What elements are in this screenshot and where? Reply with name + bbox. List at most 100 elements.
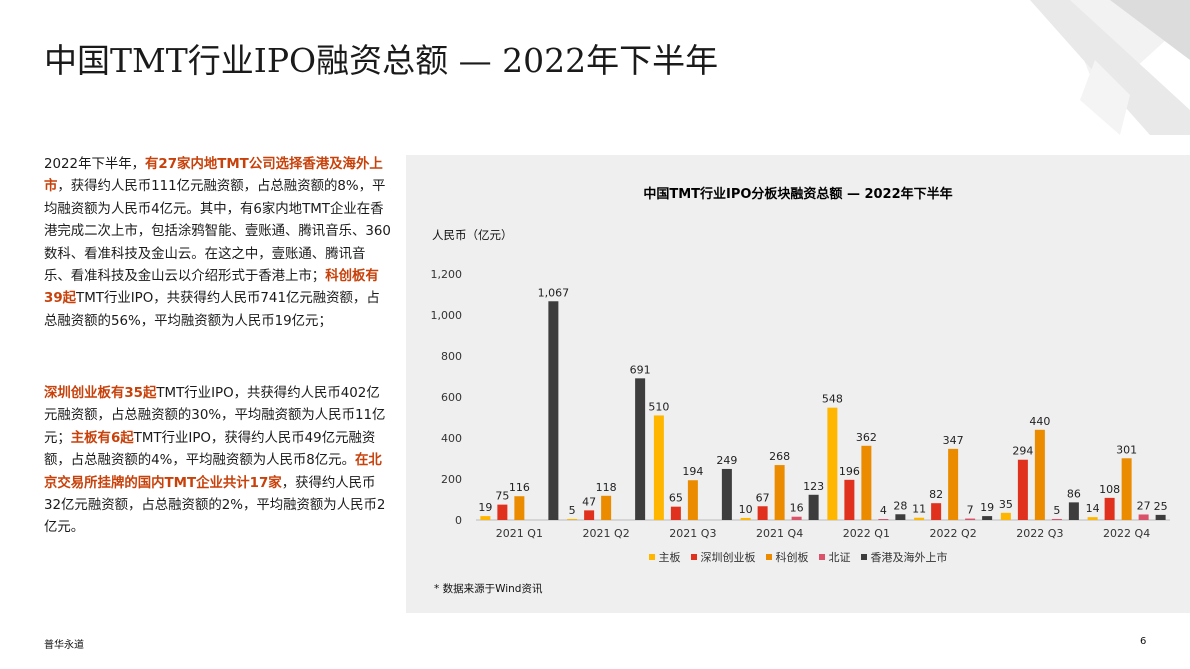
bar-data-label: 28 bbox=[893, 499, 907, 512]
bar-2-6 bbox=[931, 503, 942, 520]
y-tick-label: 200 bbox=[441, 473, 462, 486]
legend-label: 科创板 bbox=[775, 551, 809, 564]
bar-data-label: 19 bbox=[478, 501, 492, 514]
x-tick-label: 2022 Q1 bbox=[843, 527, 890, 540]
legend-item: 科创板 bbox=[765, 549, 809, 565]
x-tick-label: 2022 Q2 bbox=[930, 527, 977, 540]
body-text: 2022年下半年， bbox=[44, 157, 146, 172]
bar-2-4 bbox=[757, 506, 768, 520]
page-number: 6 bbox=[1140, 636, 1147, 647]
bar-5-4 bbox=[808, 494, 819, 520]
bar-2-5 bbox=[844, 479, 855, 520]
bar-3-1 bbox=[514, 496, 525, 520]
bar-data-label: 347 bbox=[943, 434, 964, 447]
highlight-text: 有27家内地TMT公司选择香港及海外上市 bbox=[44, 157, 383, 195]
chart-panel: 中国TMT行业IPO分板块融资总额 — 2022年下半年 人民币（亿元） 0 20… bbox=[406, 155, 1190, 613]
bar-4-4 bbox=[791, 516, 802, 520]
body-text: TMT行业IPO，获得约人民币49亿元融资额，占总融资额的4%，平均融资额为人民… bbox=[44, 430, 376, 469]
bar-data-label: 116 bbox=[509, 481, 530, 494]
bar-data-label: 67 bbox=[756, 491, 770, 504]
x-tick-label: 2022 Q4 bbox=[1103, 527, 1150, 540]
highlight-text: 科创板有39起 bbox=[44, 269, 379, 307]
legend-item: 主板 bbox=[648, 549, 681, 565]
bar-data-label: 5 bbox=[569, 504, 576, 517]
bar-data-label: 548 bbox=[822, 393, 843, 406]
bar-2-3 bbox=[670, 506, 681, 520]
y-tick-label: 400 bbox=[441, 432, 462, 445]
body-text: TMT行业IPO，共获得约人民币402亿元融资额，占总融资额的30%，平均融资额… bbox=[44, 386, 386, 446]
bar-data-label: 268 bbox=[769, 450, 790, 463]
bar-3-5 bbox=[861, 445, 872, 520]
bar-5-6 bbox=[982, 516, 993, 520]
bar-data-label: 4 bbox=[880, 504, 887, 517]
y-tick-label: 600 bbox=[441, 391, 462, 404]
bar-data-label: 194 bbox=[682, 465, 703, 478]
bar-5-3 bbox=[721, 468, 732, 520]
bar-1-8 bbox=[1087, 517, 1098, 520]
bar-data-label: 123 bbox=[803, 480, 824, 493]
y-axis-label: 人民币（亿元） bbox=[432, 228, 513, 242]
legend-swatch bbox=[648, 554, 655, 560]
legend-item: 香港及海外上市 bbox=[860, 549, 948, 565]
x-tick-label: 2022 Q3 bbox=[1016, 527, 1063, 540]
bar-1-7 bbox=[1000, 512, 1011, 520]
bar-data-label: 510 bbox=[648, 400, 669, 413]
bar-data-label: 82 bbox=[929, 488, 943, 501]
bar-chart: 02004006008001,0001,20019751161,0672021 … bbox=[431, 268, 1170, 540]
bar-1-4 bbox=[740, 517, 751, 520]
bar-5-1 bbox=[548, 301, 559, 520]
bar-5-5 bbox=[895, 514, 906, 520]
bar-2-1 bbox=[497, 504, 508, 520]
bar-1-6 bbox=[914, 517, 925, 520]
x-tick-label: 2021 Q4 bbox=[756, 527, 803, 540]
chart-legend: 主板 深圳创业板 科创板 北证 香港及海外上市 bbox=[406, 549, 1190, 565]
bar-data-label: 294 bbox=[1012, 445, 1033, 458]
legend-item: 北证 bbox=[818, 549, 851, 565]
bar-3-4 bbox=[774, 465, 785, 520]
bar-5-2 bbox=[635, 378, 646, 520]
bar-3-2 bbox=[601, 495, 612, 520]
bar-data-label: 27 bbox=[1137, 499, 1151, 512]
bar-5-7 bbox=[1068, 502, 1079, 520]
bar-data-label: 35 bbox=[999, 498, 1013, 511]
bar-data-label: 86 bbox=[1067, 487, 1081, 500]
legend-item: 深圳创业板 bbox=[690, 549, 756, 565]
corner-decoration bbox=[1030, 0, 1190, 135]
legend-swatch bbox=[818, 554, 825, 560]
bar-2-7 bbox=[1017, 459, 1028, 520]
legend-swatch bbox=[765, 554, 772, 560]
page-title: 中国TMT行业IPO融资总额 — 2022年下半年 bbox=[44, 41, 719, 80]
highlight-text: 主板有6起 bbox=[70, 430, 134, 446]
footer-brand: 普华永道 bbox=[44, 640, 84, 651]
bar-data-label: 249 bbox=[716, 454, 737, 467]
legend-swatch bbox=[690, 554, 697, 560]
bar-data-label: 118 bbox=[596, 481, 617, 494]
legend-label: 香港及海外上市 bbox=[870, 551, 948, 564]
paragraph-1: 2022年下半年，有27家内地TMT公司选择香港及海外上市，获得约人民币111亿… bbox=[44, 154, 392, 333]
bar-3-6 bbox=[948, 448, 959, 520]
y-tick-label: 0 bbox=[455, 514, 462, 527]
bar-2-8 bbox=[1104, 497, 1115, 520]
bar-data-label: 440 bbox=[1029, 415, 1050, 428]
legend-label: 深圳创业板 bbox=[700, 551, 756, 564]
bar-data-label: 75 bbox=[495, 490, 509, 503]
body-text: ，获得约人民币32亿元融资额，占总融资额的2%，平均融资额为人民币2亿元。 bbox=[44, 475, 386, 536]
legend-label: 北证 bbox=[828, 551, 851, 564]
bar-data-label: 65 bbox=[669, 492, 683, 505]
bar-data-label: 301 bbox=[1116, 443, 1137, 456]
bar-3-3 bbox=[687, 480, 698, 520]
legend-swatch bbox=[860, 554, 867, 560]
highlight-text: 深圳创业板有35起 bbox=[44, 386, 157, 401]
bar-1-5 bbox=[827, 407, 838, 520]
bar-1-2 bbox=[567, 518, 578, 520]
bar-1-1 bbox=[480, 516, 491, 520]
bar-data-label: 691 bbox=[630, 363, 651, 376]
y-tick-label: 1,000 bbox=[431, 309, 463, 322]
legend-label: 主板 bbox=[658, 551, 681, 564]
bar-data-label: 19 bbox=[980, 501, 994, 514]
y-tick-label: 1,200 bbox=[431, 268, 463, 281]
x-tick-label: 2021 Q2 bbox=[583, 527, 630, 540]
bar-data-label: 362 bbox=[856, 431, 877, 444]
chart-source-note: * 数据来源于Wind资讯 bbox=[434, 583, 543, 595]
y-tick-label: 800 bbox=[441, 350, 462, 363]
